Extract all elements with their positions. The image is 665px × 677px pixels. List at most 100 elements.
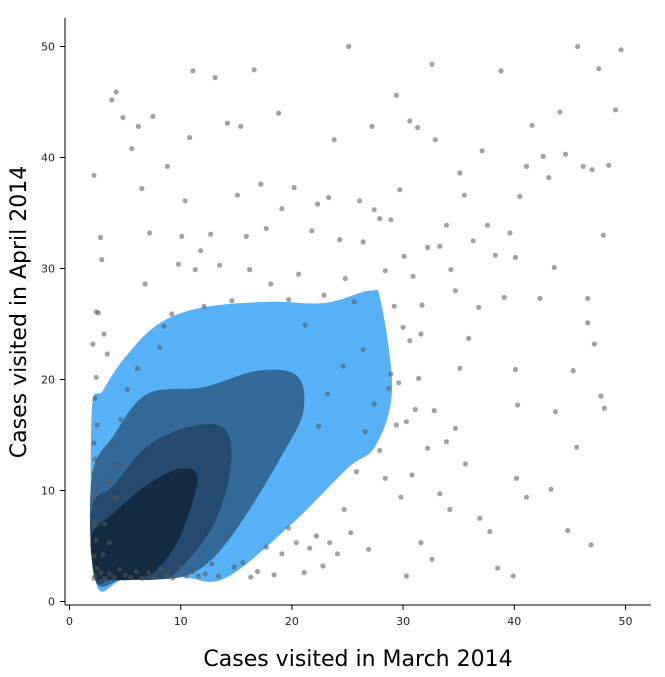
scatter-point (425, 244, 431, 250)
scatter-point (393, 422, 399, 428)
scatter-point (551, 264, 557, 270)
scatter-point (309, 228, 315, 234)
scatter-point (557, 109, 563, 115)
scatter-point (177, 564, 183, 570)
scatter-point (419, 302, 425, 308)
scatter-point (276, 110, 282, 116)
scatter-point (313, 533, 319, 539)
scatter-point (348, 530, 354, 536)
scatter-point (164, 163, 170, 169)
scatter-point (515, 402, 521, 408)
scatter-point (470, 238, 476, 244)
scatter-point (410, 273, 416, 279)
scatter-point (183, 573, 189, 579)
scatter-point (596, 66, 602, 72)
scatter-point (529, 122, 535, 128)
scatter-point (91, 172, 97, 178)
scatter-point (585, 295, 591, 302)
scatter-point (101, 331, 107, 337)
scatter-point (94, 422, 100, 428)
x-axis-title: Cases visited in March 2014 (203, 647, 512, 672)
scatter-point (574, 444, 580, 450)
scatter-point (601, 405, 608, 411)
scatter-point (331, 137, 337, 143)
scatter-point (575, 43, 581, 50)
scatter-point (254, 568, 260, 575)
scatter-point (357, 198, 363, 204)
scatter-point (407, 338, 413, 344)
scatter-point (158, 565, 164, 571)
scatter-point (106, 540, 113, 546)
x-tick-label: 20 (285, 615, 299, 628)
scatter-point (279, 551, 285, 557)
scatter-point (139, 186, 145, 192)
y-axis-title: Cases visited in April 2014 (7, 166, 32, 458)
scatter-point (163, 572, 169, 578)
scatter-point (418, 540, 424, 546)
scatter-point (618, 47, 624, 53)
scatter-point (431, 408, 437, 414)
density-layer (89, 289, 393, 592)
scatter-point (386, 385, 392, 391)
scatter-point (512, 366, 519, 373)
scatter-point (147, 230, 153, 236)
scatter-point (151, 574, 157, 580)
scatter-point (437, 243, 443, 249)
scatter-point (585, 320, 591, 326)
scatter-point (415, 124, 421, 131)
scatter-point (316, 423, 322, 429)
scatter-point (337, 237, 343, 243)
scatter-point (112, 494, 118, 500)
scatter-point (100, 552, 106, 558)
scatter-point (247, 267, 253, 273)
scatter-point (400, 324, 406, 330)
scatter-point (95, 310, 101, 316)
scatter-point (296, 271, 302, 277)
x-tick-label: 0 (66, 615, 73, 628)
scatter-point (209, 561, 215, 567)
scatter-point (396, 380, 402, 386)
scatter-point (580, 163, 586, 169)
scatter-point (90, 505, 96, 511)
scatter-point (94, 565, 100, 571)
scatter-point (342, 275, 348, 282)
scatter-point (98, 234, 104, 240)
scatter-point (523, 494, 530, 500)
scatter-point (403, 419, 409, 425)
scatter-point (92, 395, 98, 401)
scatter-point (570, 368, 576, 374)
scatter-point (401, 253, 407, 259)
scatter-point (201, 303, 207, 309)
scatter-point (546, 174, 552, 181)
scatter-point (271, 572, 277, 578)
scatter-point (215, 573, 222, 579)
scatter-point (92, 456, 98, 462)
scatter-point (382, 475, 388, 481)
scatter-point (240, 560, 246, 566)
scatter-point (111, 574, 117, 580)
y-tick-label: 20 (41, 374, 55, 387)
density-region-level-4 (90, 468, 198, 581)
scatter-point (466, 335, 472, 341)
scatter-point (99, 257, 105, 263)
x-tick-label: 30 (396, 615, 410, 628)
scatter-point (134, 365, 140, 371)
scatter-point (492, 252, 498, 258)
scatter-point (388, 371, 394, 377)
scatter-point (293, 540, 299, 546)
scatter-point (588, 542, 594, 548)
scatter-point (91, 523, 97, 529)
scatter-point (192, 267, 198, 273)
scatter-point (512, 254, 519, 260)
scatter-point (418, 331, 424, 337)
scatter-point (93, 537, 99, 544)
scatter-point (391, 303, 397, 309)
scatter-point (104, 351, 110, 357)
scatter-point (409, 472, 415, 478)
scatter-point (369, 123, 375, 129)
scatter-point (324, 391, 331, 397)
scatter-point (429, 61, 435, 67)
scatter-point (457, 365, 463, 371)
scatter-point (462, 461, 468, 467)
scatter-point (129, 146, 135, 152)
